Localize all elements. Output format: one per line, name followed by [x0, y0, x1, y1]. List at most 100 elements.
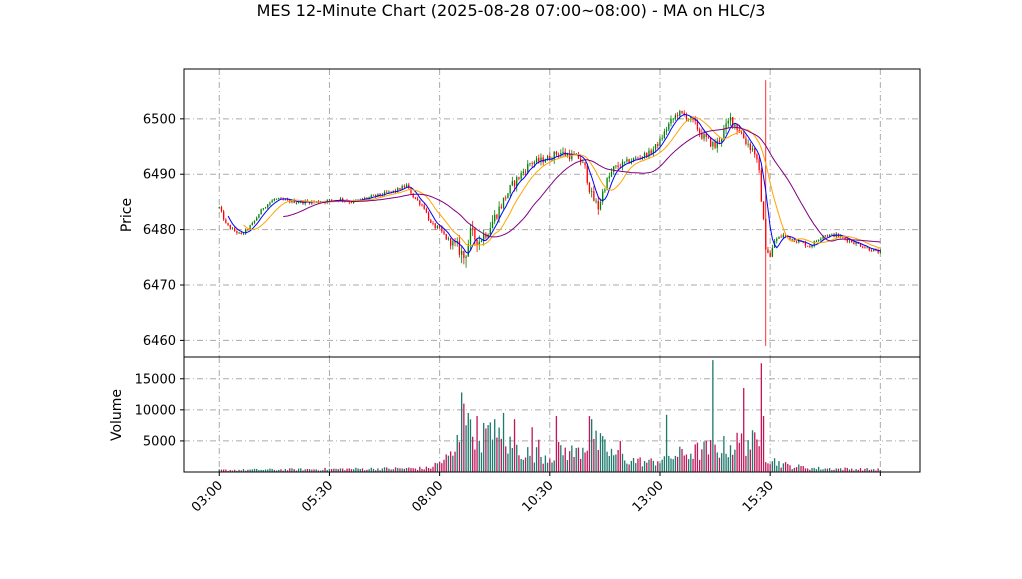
volume-bar [245, 470, 247, 472]
candle-body [696, 120, 699, 130]
x-tick-label: 05:30 [299, 478, 336, 515]
candle [859, 243, 862, 247]
candle-body [441, 227, 443, 232]
candle [386, 190, 388, 194]
candle-body [862, 246, 864, 248]
candle [826, 234, 829, 238]
volume-bar [383, 467, 386, 472]
volume-bar [703, 441, 705, 472]
candle [795, 240, 798, 244]
volume-bar [747, 440, 749, 472]
candle [295, 201, 298, 205]
volume-bar [831, 469, 833, 472]
volume-bar [476, 416, 478, 472]
candle-body [586, 165, 588, 183]
candle-body [286, 199, 289, 201]
volume-bar [262, 470, 264, 472]
candle-body [271, 200, 273, 203]
candle [328, 198, 331, 202]
candle-body [789, 236, 791, 240]
volume-bar [663, 456, 666, 472]
candle-body [423, 205, 425, 209]
candle-body [745, 138, 747, 144]
volume-bar [328, 468, 331, 472]
candle-body [275, 198, 278, 200]
candle-body [379, 193, 381, 196]
volume-bar [531, 427, 533, 472]
candle-body [394, 190, 397, 192]
volume-bar [681, 449, 683, 472]
candle-body [798, 240, 800, 243]
candle-body [425, 208, 428, 213]
volume-bar [652, 460, 655, 472]
candle [258, 213, 260, 219]
candle [665, 126, 668, 135]
candle [227, 222, 229, 227]
volume-bar [564, 447, 566, 472]
candle [659, 136, 661, 148]
volume-bar [566, 460, 569, 472]
volume-bar [833, 469, 835, 472]
candle [573, 150, 575, 155]
candle [269, 201, 271, 207]
volume-bar [859, 468, 862, 472]
candle [483, 229, 485, 246]
volume-bar [421, 468, 423, 472]
candle-body [278, 198, 280, 200]
candle [278, 197, 280, 200]
candle [776, 237, 778, 244]
x-tick-label: 03:00 [189, 478, 226, 515]
volume-bar [870, 469, 873, 472]
candle [716, 137, 718, 153]
candle-body [597, 200, 599, 210]
volume-bar [762, 416, 765, 472]
volume-bar [218, 469, 220, 472]
candle [452, 238, 454, 250]
candle [599, 198, 602, 211]
candle [747, 139, 749, 148]
volume-bar [408, 467, 410, 472]
volume-bar [701, 449, 703, 472]
volume-bar [806, 468, 809, 472]
candle [873, 249, 875, 252]
candle-body [846, 239, 848, 242]
candle-body [368, 197, 370, 199]
candle-body [478, 241, 480, 246]
candle-body [489, 228, 491, 235]
volume-bar [256, 468, 258, 472]
candle-body [716, 140, 718, 148]
volume-bar [289, 468, 291, 472]
candle [560, 149, 562, 158]
candle [648, 147, 650, 159]
volume-bar [472, 436, 474, 472]
candle [597, 196, 599, 215]
candle-body [260, 209, 262, 215]
volume-bar [544, 455, 547, 472]
candle [271, 199, 273, 203]
candle-body [628, 159, 630, 164]
candle-body [857, 242, 859, 244]
price-tick-label: 6500 [143, 112, 176, 127]
volume-bar [227, 470, 229, 472]
volume-bar [319, 470, 322, 472]
candle-body [280, 198, 282, 200]
chart-title: MES 12-Minute Chart (2025-08-28 07:00~08… [257, 1, 766, 20]
candle-body [782, 234, 785, 238]
volume-bar [758, 446, 760, 472]
volume-bar [337, 469, 339, 472]
candle-body [256, 217, 258, 221]
candle [806, 245, 809, 247]
candle-body [758, 159, 760, 171]
candle [712, 140, 714, 151]
volume-bar [575, 447, 577, 472]
candle-body [701, 132, 703, 139]
candle-body [657, 144, 659, 146]
candle-body [648, 150, 650, 157]
volume-bar [842, 470, 844, 472]
ma-mid-line [243, 116, 881, 249]
candle-body [778, 236, 780, 239]
candle [813, 240, 815, 248]
price-tick-label: 6470 [143, 279, 176, 294]
candle [458, 235, 461, 258]
